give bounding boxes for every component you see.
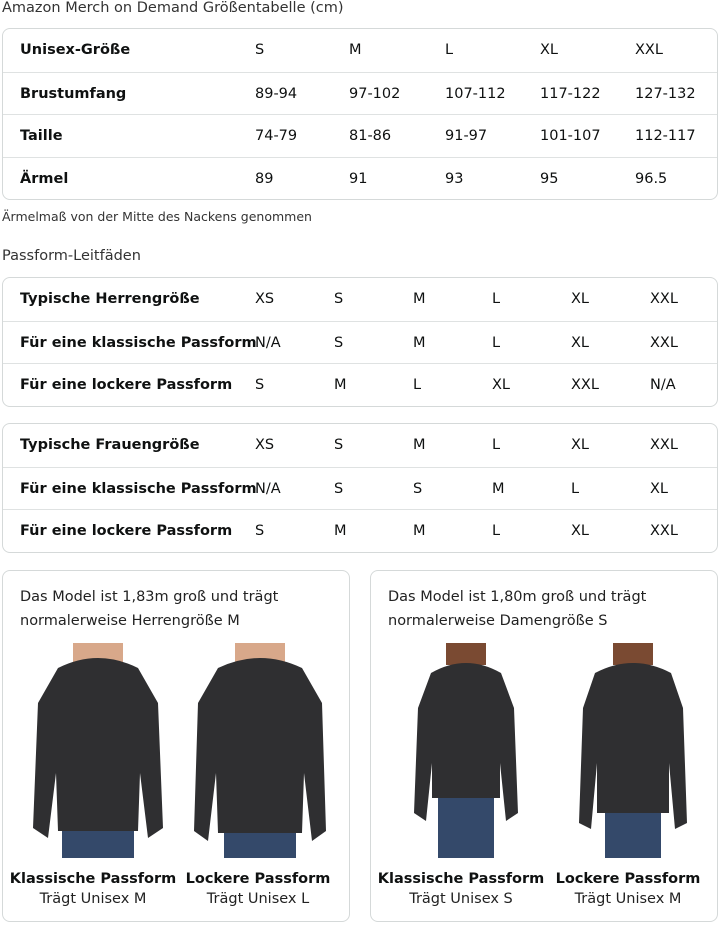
table-cell: 91 — [349, 170, 368, 187]
fit-guide-heading: Passform-Leitfäden — [2, 248, 141, 264]
table-cell: XXL — [571, 377, 599, 393]
table-cell: 127-132 — [635, 85, 696, 102]
table-cell: 95 — [540, 170, 559, 187]
table-cell: L — [445, 42, 454, 58]
table-cell: S — [334, 437, 344, 453]
table-cell: XXL — [650, 334, 678, 351]
table-cell: XL — [540, 42, 559, 58]
table-cell: L — [571, 480, 580, 497]
table-cell: 96.5 — [635, 170, 668, 187]
table-row: Brustumfang 89-94 97-102 107-112 117-122 127-… — [3, 71, 717, 115]
table-cell: M — [349, 42, 362, 58]
table-cell: 91-97 — [445, 128, 488, 144]
men-fit-table: Typische Herrengröße XS S M L XL XXL Für eine k… — [2, 277, 718, 407]
table-cell: N/A — [650, 377, 676, 393]
women-fit-table: Typische Frauengröße XS S M L XL XXL Für eine k… — [2, 423, 718, 553]
table-cell: XL — [492, 377, 511, 393]
table-cell: 107-112 — [445, 85, 506, 102]
caption: Das Model ist 1,83m groß und trägt — [20, 589, 279, 605]
row-label: Taille — [20, 128, 63, 144]
table-cell: N/A — [255, 334, 281, 351]
caption: normalerweise Herrengröße M — [20, 613, 240, 629]
sleeve-note: Ärmelmaß von der Mitte des Nackens genom… — [2, 209, 312, 224]
row-label: Für eine lockere Passform — [20, 377, 233, 393]
row-label: Für eine lockere Passform — [20, 523, 233, 539]
women-model-card: Das Model ist 1,80m groß und trägt normal… — [370, 570, 718, 922]
table-cell: XL — [571, 523, 590, 539]
fit-label: Klassische Passform Trägt Unisex S — [377, 871, 545, 907]
table-cell: M — [413, 291, 426, 307]
table-cell: M — [492, 480, 505, 497]
table-cell: XL — [571, 291, 590, 307]
table-cell: S — [334, 291, 344, 307]
row-label: Für eine klassische Passform — [20, 334, 257, 351]
table-cell: 74-79 — [255, 128, 298, 144]
size-table: Unisex-Größe S M L XL XXL Brustumfang 89-94 97-1… — [2, 28, 718, 200]
table-row: Unisex-Größe S M L XL XXL — [3, 29, 717, 72]
table-row: Typische Frauengröße XS S M L XL XXL — [3, 424, 717, 467]
table-cell: 117-122 — [540, 85, 601, 102]
table-row: Taille 74-79 81-86 91-97 101-107 112-117 — [3, 114, 717, 157]
model-photo — [414, 643, 518, 858]
table-cell: M — [334, 523, 347, 539]
table-cell: S — [413, 480, 423, 497]
table-cell: L — [492, 523, 501, 539]
model-photo — [194, 643, 326, 858]
fit-label: Klassische Passform Trägt Unisex M — [9, 871, 177, 907]
table-row: Ärmel 89 91 93 95 96.5 — [3, 156, 717, 200]
table-cell: 89-94 — [255, 85, 298, 102]
page-title: Amazon Merch on Demand Größentabelle (cm… — [2, 0, 344, 16]
table-cell: 112-117 — [635, 128, 696, 144]
table-cell: XS — [255, 437, 275, 453]
table-cell: XL — [571, 437, 590, 453]
table-cell: 81-86 — [349, 128, 392, 144]
table-cell: S — [255, 523, 265, 539]
table-row: Für eine lockere Passform S M L XL XXL N/A — [3, 363, 717, 406]
table-cell: L — [492, 334, 501, 351]
table-cell: XL — [650, 480, 669, 497]
table-cell: 101-107 — [540, 128, 601, 144]
fit-label: Lockere Passform Trägt Unisex M — [555, 871, 701, 907]
table-cell: M — [334, 377, 347, 393]
fit-label: Lockere Passform Trägt Unisex L — [185, 871, 331, 907]
table-row: Für eine klassische Passform N/A S S M L XL — [3, 466, 717, 510]
caption: normalerweise Damengröße S — [388, 613, 608, 629]
table-cell: L — [492, 437, 501, 453]
men-model-card: Das Model ist 1,83m groß und trägt normal… — [2, 570, 350, 922]
table-cell: L — [492, 291, 501, 307]
table-cell: N/A — [255, 480, 281, 497]
table-cell: S — [255, 42, 265, 58]
row-label: Unisex-Größe — [20, 42, 131, 58]
table-cell: M — [413, 437, 426, 453]
caption: Das Model ist 1,80m groß und trägt — [388, 589, 647, 605]
table-cell: M — [413, 334, 426, 351]
table-cell: M — [413, 523, 426, 539]
row-label: Für eine klassische Passform — [20, 480, 257, 497]
model-photo — [579, 643, 687, 858]
table-row: Typische Herrengröße XS S M L XL XXL — [3, 278, 717, 321]
row-label: Brustumfang — [20, 85, 127, 102]
row-label: Typische Frauengröße — [20, 437, 200, 453]
table-cell: XS — [255, 291, 275, 307]
table-cell: 89 — [255, 170, 274, 187]
table-cell: XXL — [650, 291, 678, 307]
row-label: Ärmel — [20, 170, 69, 187]
model-photo — [33, 643, 163, 858]
table-cell: XL — [571, 334, 590, 351]
table-cell: XXL — [650, 523, 678, 539]
table-cell: XXL — [635, 42, 663, 58]
table-row: Für eine klassische Passform N/A S M L XL XXL — [3, 320, 717, 364]
table-cell: 93 — [445, 170, 464, 187]
table-cell: S — [255, 377, 265, 393]
table-cell: S — [334, 480, 344, 497]
table-cell: L — [413, 377, 422, 393]
table-cell: S — [334, 334, 344, 351]
row-label: Typische Herrengröße — [20, 291, 200, 307]
table-cell: 97-102 — [349, 85, 401, 102]
table-cell: XXL — [650, 437, 678, 453]
table-row: Für eine lockere Passform S M M L XL XXL — [3, 509, 717, 552]
